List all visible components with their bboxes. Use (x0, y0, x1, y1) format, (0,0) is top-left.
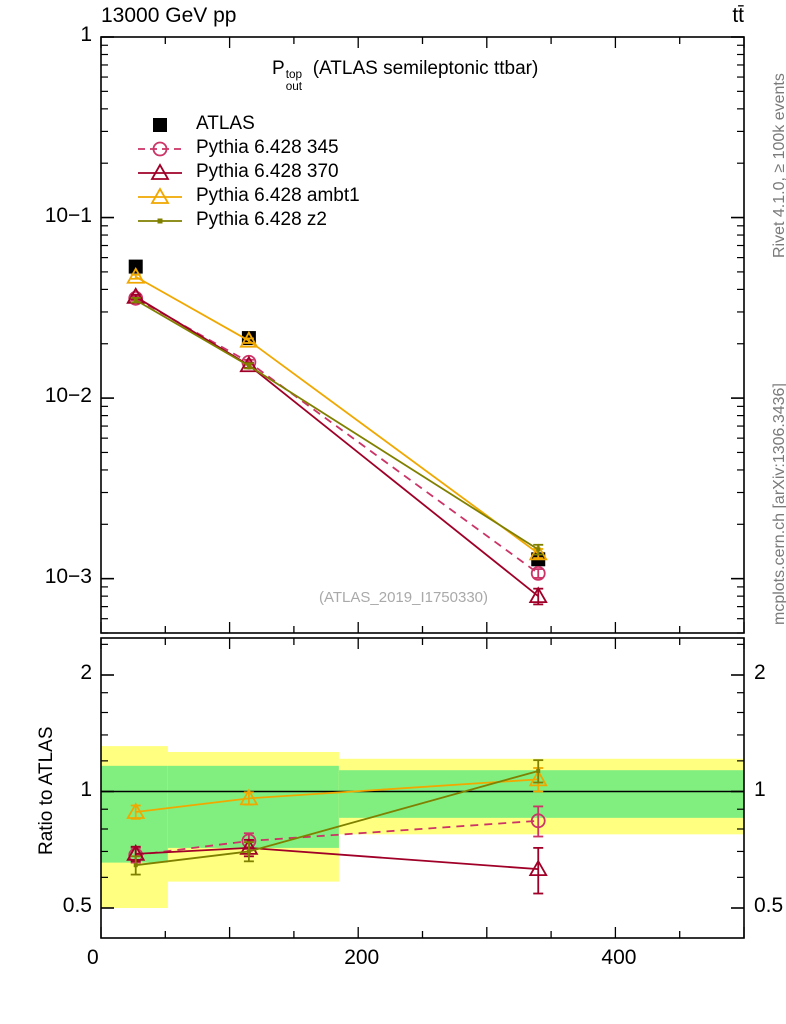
marker-dot (246, 363, 251, 368)
title-rest: (ATLAS semileptonic ttbar) (312, 58, 539, 79)
ratio-ytick-label-l-2: 0.5 (62, 894, 92, 917)
marker-dot (246, 849, 251, 854)
legend-marker-triangle (150, 187, 170, 204)
marker-dot (133, 863, 138, 868)
marker-circle (530, 565, 546, 581)
legend-label-1: Pythia 6.428 345 (196, 137, 339, 158)
analysis-watermark: (ATLAS_2019_I1750330) (319, 589, 489, 606)
legend-label-2: Pythia 6.428 370 (196, 161, 339, 182)
marker-triangle (528, 543, 548, 561)
marker-square (128, 259, 143, 274)
ytick-label-3: 10−3 (44, 564, 92, 588)
title-subscript: out (285, 80, 303, 93)
legend-marker-square (153, 118, 167, 132)
ratio-ytick-label-r-1: 1 (754, 777, 766, 801)
legend-marker-triangle (150, 163, 170, 180)
ytick-label-0: 1 (80, 23, 92, 46)
series-line-Pythia-6-428-z2 (135, 299, 539, 551)
legend-label-0: ATLAS (196, 113, 255, 134)
legend-label-4: Pythia 6.428 z2 (196, 209, 327, 230)
title-symbol: P (272, 58, 285, 79)
process-label: tt̄ (732, 4, 744, 27)
marker-triangle (126, 802, 146, 819)
legend-label-3: Pythia 6.428 ambt1 (196, 185, 360, 206)
ratio-ytick-label-l-1: 1 (80, 777, 92, 801)
marker-triangle (239, 788, 259, 806)
ratio-ytick-label-r-0: 2 (754, 661, 766, 684)
xtick-label-2: 400 (601, 946, 637, 969)
legend-marker-dot (157, 218, 163, 224)
xtick-label-1: 200 (344, 946, 380, 969)
series-line-Pythia-6-428-370 (135, 296, 539, 597)
xtick-label-0: 0 (87, 946, 99, 969)
marker-circle (530, 813, 546, 829)
marker-circle (128, 290, 144, 306)
ratio-ytick-label-r-2: 0.5 (754, 894, 784, 917)
legend-marker-circle (152, 141, 168, 157)
ratio-ytick-label-l-0: 2 (80, 661, 92, 684)
marker-triangle (528, 859, 548, 877)
ytick-label-2: 10−2 (44, 384, 92, 408)
marker-dot (536, 768, 541, 773)
marker-triangle (239, 330, 259, 348)
title-superscript: top (285, 68, 303, 81)
marker-triangle (528, 769, 548, 787)
beam-energy-label: 13000 GeV pp (101, 4, 237, 27)
marker-triangle (126, 266, 146, 284)
marker-dot (536, 547, 541, 552)
ytick-label-1: 10−1 (44, 203, 92, 227)
marker-dot (133, 298, 138, 303)
marker-triangle (528, 586, 548, 604)
